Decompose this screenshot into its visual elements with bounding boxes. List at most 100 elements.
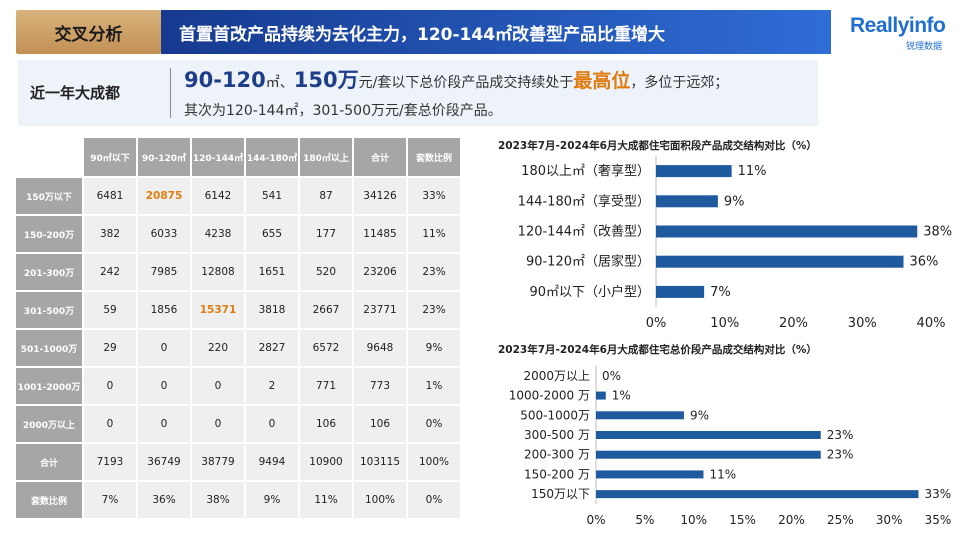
table-cell: 59 — [84, 292, 136, 328]
table-row: 201-300万 242 7985 12808 1651 520 23206 23% — [16, 254, 460, 290]
table-cell: 773 — [354, 368, 406, 404]
chart0-tick-label: 0% — [646, 316, 667, 331]
chart1-tick-label: 30% — [876, 513, 903, 527]
chart0-category-label: 120-144㎡（改善型） — [518, 224, 650, 240]
chart1-category-label: 1000-2000 万 — [509, 389, 590, 403]
chart0-category-label: 144-180㎡（享受型） — [518, 193, 650, 209]
table-cell: 9% — [408, 330, 460, 366]
chart0-bar — [656, 195, 718, 208]
table-cell: 23% — [408, 292, 460, 328]
chart0-tick-label: 20% — [779, 316, 808, 331]
table-cell: 7% — [84, 482, 136, 518]
table-cell: 10900 — [300, 444, 352, 480]
chart1-bar — [596, 411, 684, 420]
logo-text: Reallyinfo — [850, 14, 946, 37]
table-cell: 2 — [246, 368, 298, 404]
table-cell: 12808 — [192, 254, 244, 290]
row-header: 1001-2000万 — [16, 368, 82, 404]
table-row: 2000万以上 0 0 0 0 106 106 0% — [16, 406, 460, 442]
table-row: 501-1000万 29 0 220 2827 6572 9648 9% — [16, 330, 460, 366]
row-header: 150万以下 — [16, 178, 82, 214]
area-structure-chart: 180以上㎡（奢享型） 11% 144-180㎡（享受型） 9% 120-144㎡（改善… — [518, 156, 952, 331]
chart1-tick-label: 20% — [778, 513, 805, 527]
table-cell: 0 — [138, 330, 190, 366]
chart1-category-label: 500-1000万 — [520, 408, 590, 422]
chart1-category-label: 300-500 万 — [524, 428, 590, 442]
table-cell: 9494 — [246, 444, 298, 480]
chart1-value-label: 1% — [612, 389, 631, 403]
chart1-value-label: 33% — [924, 487, 951, 501]
table-cell: 23% — [408, 254, 460, 290]
table-cell: 6142 — [192, 178, 244, 214]
column-header: 90-120㎡ — [138, 138, 190, 176]
row-header: 合计 — [16, 444, 82, 480]
chart0-category-label: 180以上㎡（奢享型） — [521, 163, 650, 179]
table-cell: 20875 — [138, 178, 190, 214]
column-header: 144-180㎡ — [246, 138, 298, 176]
column-header: 90㎡以下 — [84, 138, 136, 176]
table-cell: 1% — [408, 368, 460, 404]
table-cell: 23206 — [354, 254, 406, 290]
chart1-bar — [596, 470, 704, 479]
table-row: 合计 7193 36749 38779 9494 10900 103115 100% — [16, 444, 460, 480]
chart0-tick-label: 10% — [710, 316, 739, 331]
row-header: 501-1000万 — [16, 330, 82, 366]
table-cell: 9648 — [354, 330, 406, 366]
row-header: 2000万以上 — [16, 406, 82, 442]
chart0-category-label: 90㎡以下（小户型） — [529, 284, 650, 300]
table-row: 套数比例 7% 36% 38% 9% 11% 100% 0% — [16, 482, 460, 518]
row-header: 201-300万 — [16, 254, 82, 290]
chart0-tick-label: 40% — [917, 316, 946, 331]
summary-box: 近一年大成都 90-120㎡、150万元/套以下总价段产品成交持续处于最高位，多… — [18, 60, 818, 126]
table-cell: 100% — [354, 482, 406, 518]
summary-line-1: 90-120㎡、150万元/套以下总价段产品成交持续处于最高位，多位于远郊； — [184, 64, 728, 94]
chart0-value-label: 38% — [923, 225, 952, 240]
chart0-bar — [656, 165, 732, 178]
chart1-tick-label: 25% — [827, 513, 854, 527]
chart1-tick-label: 10% — [680, 513, 707, 527]
table-cell: 29 — [84, 330, 136, 366]
chart1-category-label: 150万以下 — [531, 487, 590, 501]
price-structure-chart: 2000万以上 0% 1000-2000 万 1% 500-1000万 9% 300-500… — [509, 366, 952, 527]
chart1-category-label: 200-300 万 — [524, 448, 590, 462]
chart1-title: 2023年7月-2024年6月大成都住宅面积段产品成交结构对比（%） — [498, 140, 817, 152]
row-header: 301-500万 — [16, 292, 82, 328]
table-cell: 0 — [192, 406, 244, 442]
table-cell: 220 — [192, 330, 244, 366]
summary-text-b: ，多位于远郊； — [630, 75, 729, 91]
table-cell: 34126 — [354, 178, 406, 214]
table-cell: 23771 — [354, 292, 406, 328]
chart1-value-label: 23% — [827, 448, 854, 462]
chart1-bar — [596, 391, 606, 400]
chart0-category-label: 90-120㎡（居家型） — [526, 254, 650, 270]
table-cell: 541 — [246, 178, 298, 214]
table-cell: 242 — [84, 254, 136, 290]
header-bar: 交叉分析 首置首改产品持续为去化主力，120-144㎡改善型产品比重增大 — [16, 10, 831, 54]
chart0-bar — [656, 255, 904, 268]
table-body: 150万以下 6481 20875 6142 541 87 34126 33% 150-200万… — [16, 178, 460, 518]
table-cell: 177 — [300, 216, 352, 252]
section-tag: 交叉分析 — [16, 10, 161, 54]
table-cell: 6572 — [300, 330, 352, 366]
table-cell: 3818 — [246, 292, 298, 328]
table-cell: 106 — [354, 406, 406, 442]
table-cell: 0% — [408, 482, 460, 518]
table-corner — [16, 138, 82, 176]
table-cell: 9% — [246, 482, 298, 518]
table-header-row: 90㎡以下 90-120㎡ 120-144㎡ 144-180㎡ 180㎡以上 合计 套数比例 — [16, 138, 460, 176]
chart1-category-label: 150-200 万 — [524, 467, 590, 481]
table-cell: 0 — [138, 368, 190, 404]
table-row: 150万以下 6481 20875 6142 541 87 34126 33% — [16, 178, 460, 214]
logo-subtext: 锐理数据 — [905, 42, 942, 52]
table-cell: 4238 — [192, 216, 244, 252]
table-cell: 6033 — [138, 216, 190, 252]
chart1-tick-label: 35% — [925, 513, 952, 527]
chart0-value-label: 11% — [738, 164, 767, 179]
chart1-value-label: 0% — [602, 369, 621, 383]
table-cell: 33% — [408, 178, 460, 214]
summary-unit-sep: ㎡、 — [265, 75, 294, 91]
table-cell: 1651 — [246, 254, 298, 290]
chart1-tick-label: 15% — [729, 513, 756, 527]
table-cell: 100% — [408, 444, 460, 480]
column-header: 180㎡以上 — [300, 138, 352, 176]
